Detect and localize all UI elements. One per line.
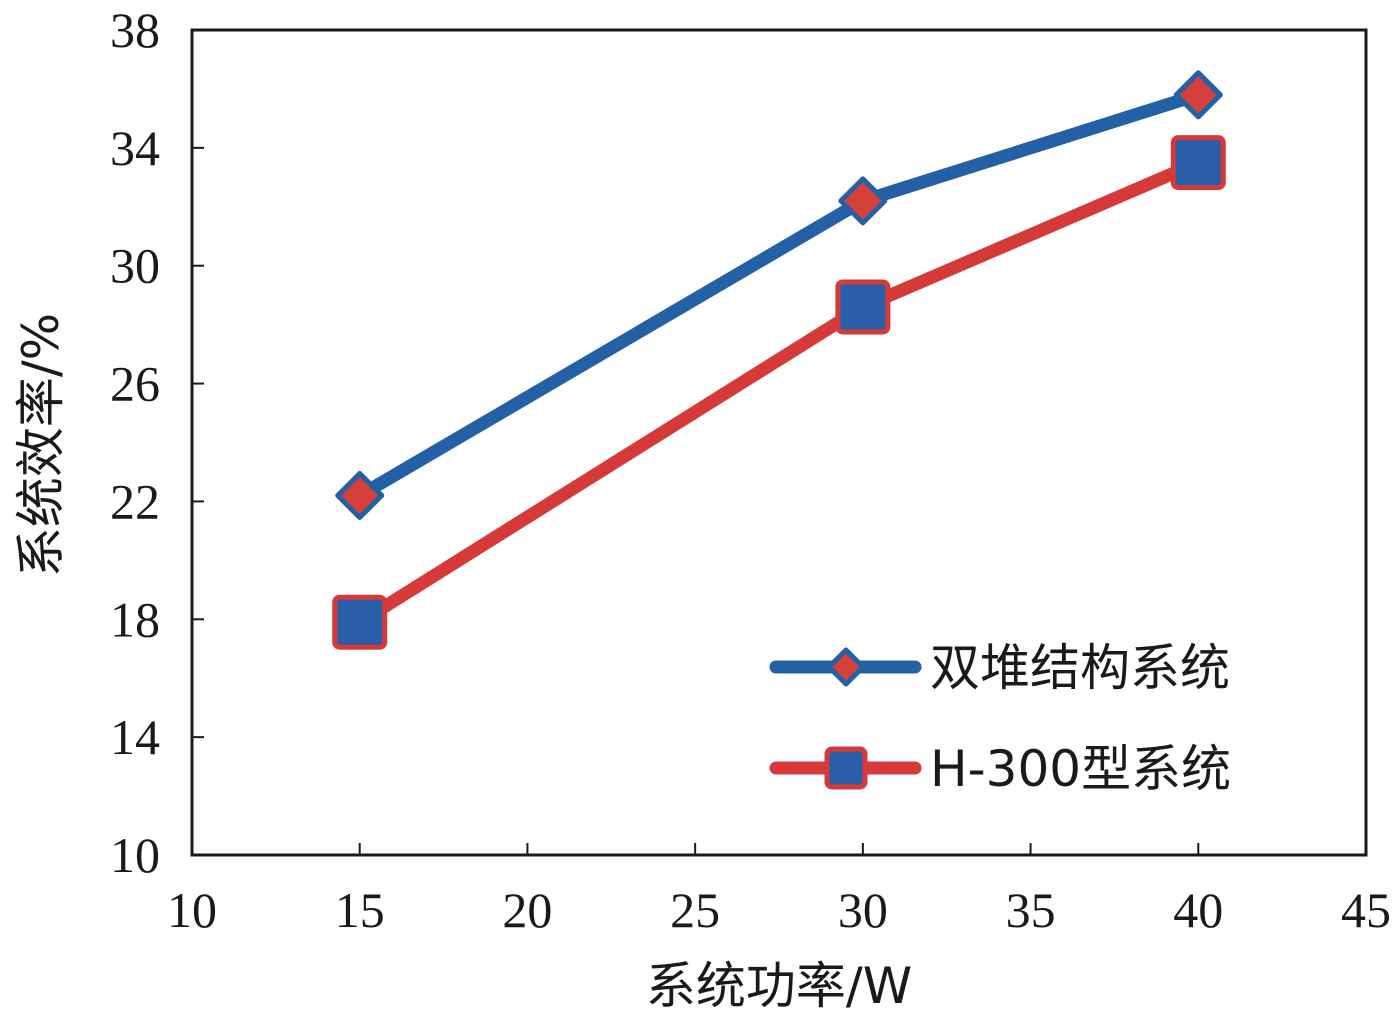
- legend-label: H-300型系统: [930, 740, 1231, 798]
- series-layer: [332, 70, 1226, 650]
- legend-label: 双堆结构系统: [930, 639, 1230, 697]
- legend: 双堆结构系统 H-300型系统: [769, 639, 1231, 798]
- x-tick-label: 20: [502, 882, 552, 938]
- y-axis-ticks: 10 14 18 22 26 30 34 38: [110, 2, 204, 883]
- x-tick-label: 45: [1341, 882, 1391, 938]
- series-1: [335, 70, 1223, 521]
- square-marker: [1170, 135, 1226, 191]
- x-axis-title: 系统功率/W: [646, 957, 912, 1015]
- y-tick-label: 38: [110, 2, 160, 58]
- plot-frame: [190, 28, 1368, 857]
- x-tick-label: 25: [670, 882, 720, 938]
- legend-marker: [826, 647, 866, 687]
- series-line: [353, 88, 1205, 503]
- square-marker: [835, 279, 891, 335]
- y-tick-label: 34: [110, 120, 160, 176]
- x-tick-label: 30: [838, 882, 888, 938]
- diamond-marker: [335, 471, 385, 521]
- x-tick-label: 10: [167, 882, 217, 938]
- y-axis-title: 系统效率/%: [12, 313, 70, 577]
- x-tick-label: 15: [335, 882, 385, 938]
- y-tick-label: 10: [110, 827, 160, 883]
- y-tick-label: 18: [110, 591, 160, 647]
- series-2: [332, 135, 1226, 650]
- x-tick-label: 40: [1173, 882, 1223, 938]
- y-tick-label: 30: [110, 238, 160, 294]
- diamond-marker: [1173, 70, 1223, 120]
- x-axis-ticks: 10 15 20 25 30 35 40 45: [167, 843, 1391, 938]
- legend-entry-1: 双堆结构系统: [769, 639, 1230, 697]
- y-tick-label: 22: [110, 473, 160, 529]
- square-marker: [332, 594, 388, 650]
- legend-marker: [824, 746, 868, 790]
- series-line: [353, 156, 1205, 629]
- x-tick-label: 35: [1006, 882, 1056, 938]
- y-tick-label: 14: [110, 709, 160, 765]
- y-tick-label: 26: [110, 356, 160, 412]
- legend-entry-2: H-300型系统: [769, 740, 1231, 798]
- diamond-marker: [838, 176, 888, 226]
